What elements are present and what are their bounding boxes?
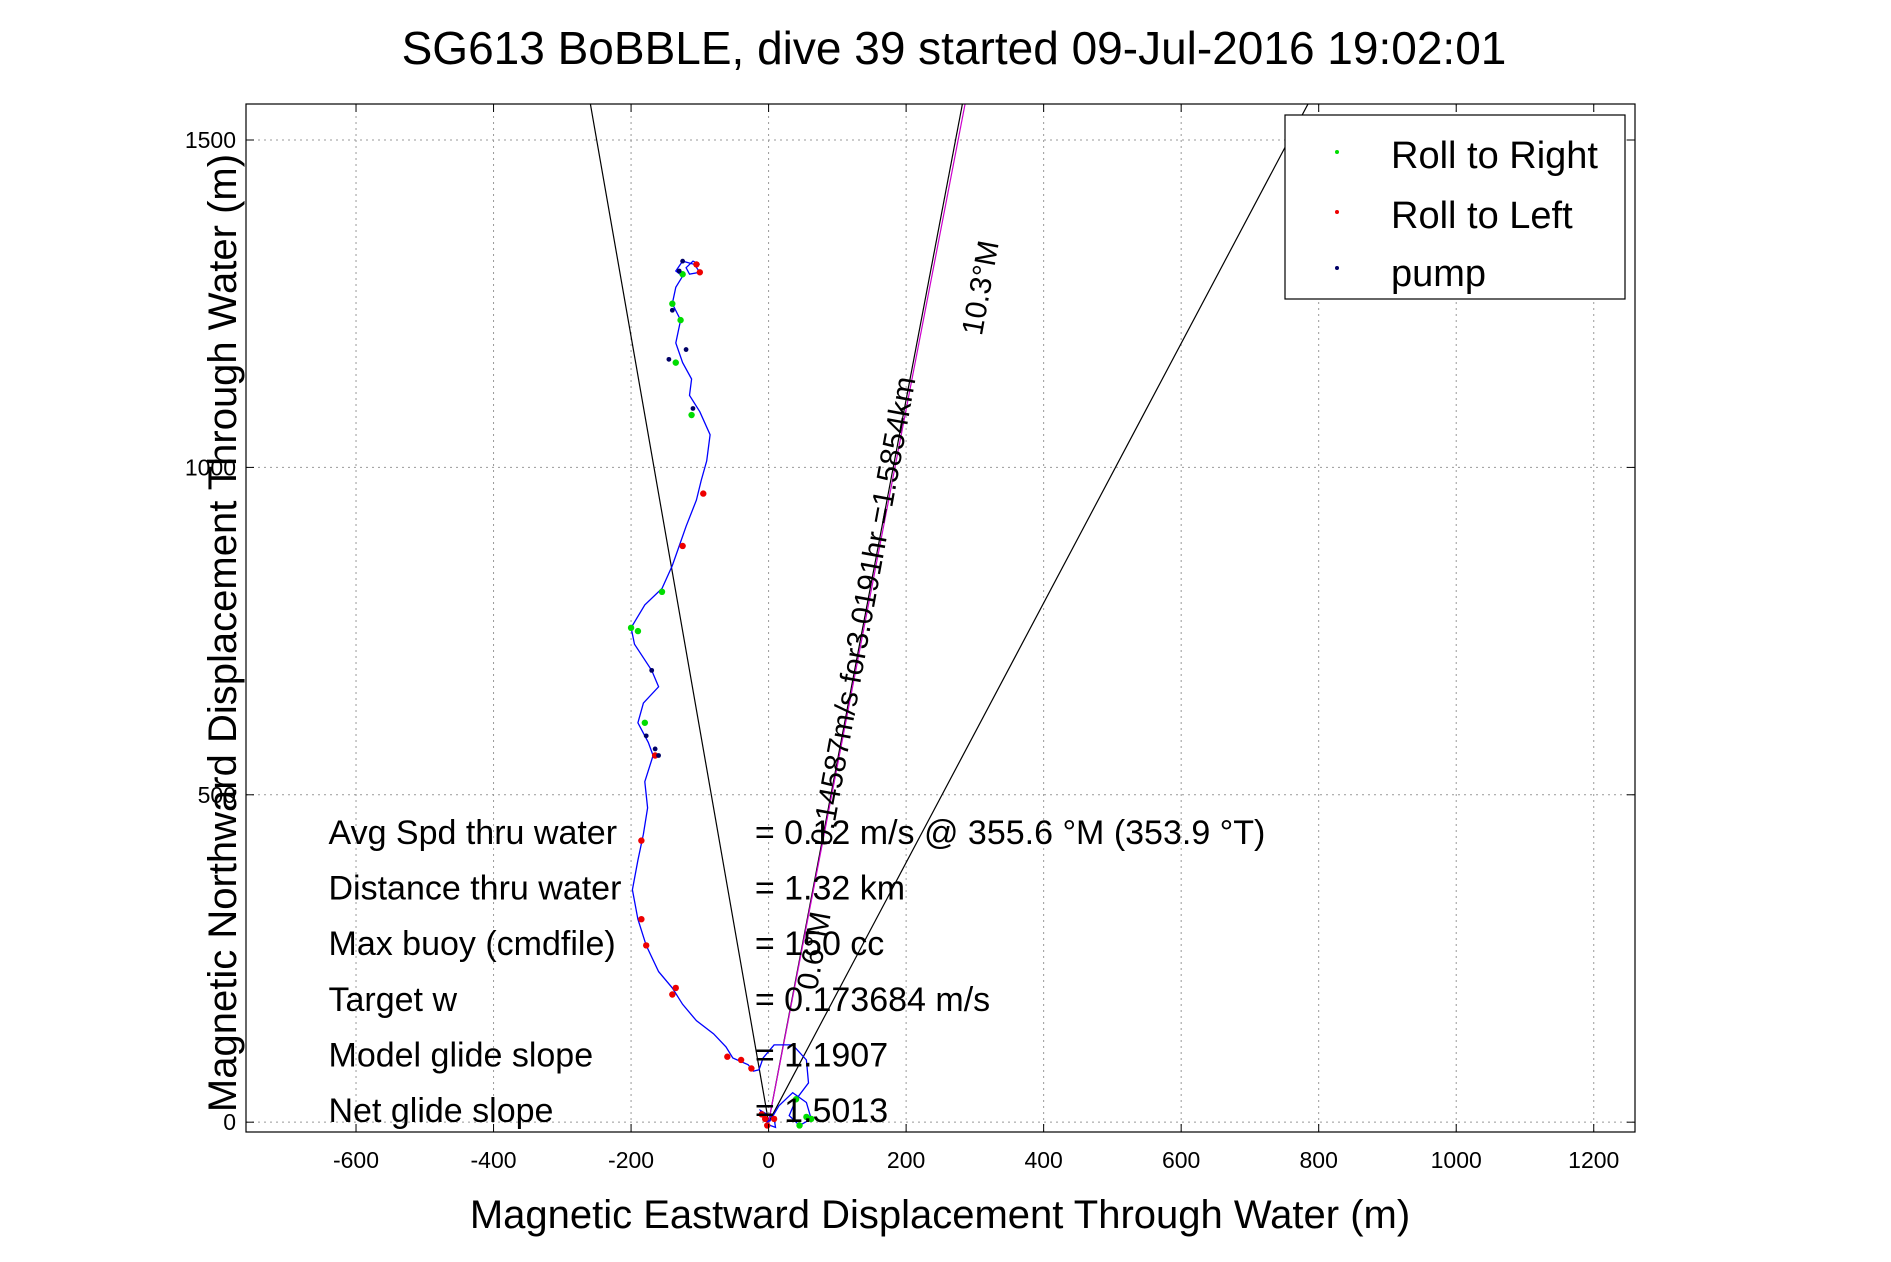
pump-marker [643,733,649,739]
legend-label-pump: pump [1391,253,1486,295]
legend-label-roll-left: Roll to Left [1391,195,1573,237]
roll-left-marker [696,269,704,276]
x-tick-label: 0 [762,1147,775,1173]
pump-marker [676,268,682,274]
annotation-text: Avg Spd thru water [329,814,618,852]
roll-right-marker [634,627,642,635]
legend-marker-roll-right [1335,150,1339,154]
roll-left-marker [770,1115,778,1123]
annotation-text: = 1.1907 [755,1037,888,1075]
pump-marker [690,406,696,411]
roll-left-marker [700,490,707,497]
pump-marker [656,753,661,758]
annotation-text: Net glide slope [329,1092,554,1130]
annotation-text: Model glide slope [329,1037,594,1075]
plot-content [589,104,1309,1129]
y-tick-label: 500 [198,782,236,808]
annotation-text: Target w [329,981,458,1019]
y-axis-label: Magnetic Northward Displacement Through … [201,154,245,1112]
x-tick-label: 400 [1024,1147,1062,1173]
roll-left-marker [737,1056,745,1064]
annotation-text: = 1.32 km [755,870,905,908]
x-axis-label: Magnetic Eastward Displacement Through W… [470,1193,1410,1237]
pump-marker [669,307,675,313]
legend: Roll to Right Roll to Left pump [1284,114,1626,300]
roll-right-marker [792,1096,800,1103]
pump-marker [666,356,672,362]
y-tick-label: 0 [223,1109,236,1135]
roll-right-marker [672,359,679,366]
roll-left-marker [651,752,659,759]
x-tick-label: 1000 [1431,1147,1482,1173]
roll-right-marker [803,1113,810,1121]
roll-right-marker [627,624,635,632]
x-tick-label: -600 [333,1147,379,1173]
x-tick-label: 1200 [1568,1147,1619,1173]
legend-marker-roll-left [1335,210,1339,214]
roll-right-marker [677,316,684,324]
roll-left-marker [638,837,645,844]
x-tick-label: 600 [1162,1147,1200,1173]
legend-marker-pump [1335,266,1339,270]
x-tick-label: -400 [471,1147,517,1173]
pump-marker [680,258,686,264]
roll-left-marker [758,1111,765,1118]
roll-right-marker [641,719,649,726]
x-tick-label: -200 [608,1147,654,1173]
pump-marker [649,667,655,673]
roll-left-marker [669,991,676,998]
roll-left-marker [672,984,679,992]
annotation-text: = 0.173684 m/s [755,981,990,1019]
heading-line [768,104,1309,1123]
roll-left-marker [748,1065,755,1072]
y-tick-label: 1000 [185,454,236,480]
axis-ticks: -600 -400 -200 0 200 400 600 800 1000 1200 0 500 100… [185,104,1635,1173]
annotation-text: Distance thru water [329,870,622,908]
x-tick-label: 200 [887,1147,925,1173]
chart-title: SG613 BoBBLE, dive 39 started 09-Jul-201… [402,22,1507,74]
roll-right-marker [808,1115,815,1123]
roll-right-marker [658,588,666,596]
roll-right-marker [796,1122,803,1129]
roll-right-marker [679,271,686,278]
pump-marker [652,746,658,752]
roll-left-marker [642,942,650,949]
roll-left-marker [693,261,700,268]
roll-left-marker [679,542,686,550]
roll-right-marker [688,411,695,419]
roll-left-marker [761,1115,769,1123]
y-tick-label: 1500 [185,127,236,153]
roll-right-marker [669,300,676,307]
roll-left-marker [724,1053,731,1060]
annotation-text: = 1.5013 [755,1092,888,1130]
annotation-text: Max buoy (cmdfile) [329,925,616,963]
annotation-text: = 0.12 m/s @ 355.6 °M (353.9 °T) [755,814,1266,852]
heading-line [768,104,966,1123]
x-tick-label: 800 [1300,1147,1338,1173]
pump-marker [683,347,689,352]
roll-left-marker [638,915,645,923]
heading-line [589,104,770,1123]
legend-box [1284,114,1626,300]
annotation-text: = 150 cc [755,925,884,963]
plot-frame [245,103,1636,1133]
legend-label-roll-right: Roll to Right [1391,135,1598,177]
